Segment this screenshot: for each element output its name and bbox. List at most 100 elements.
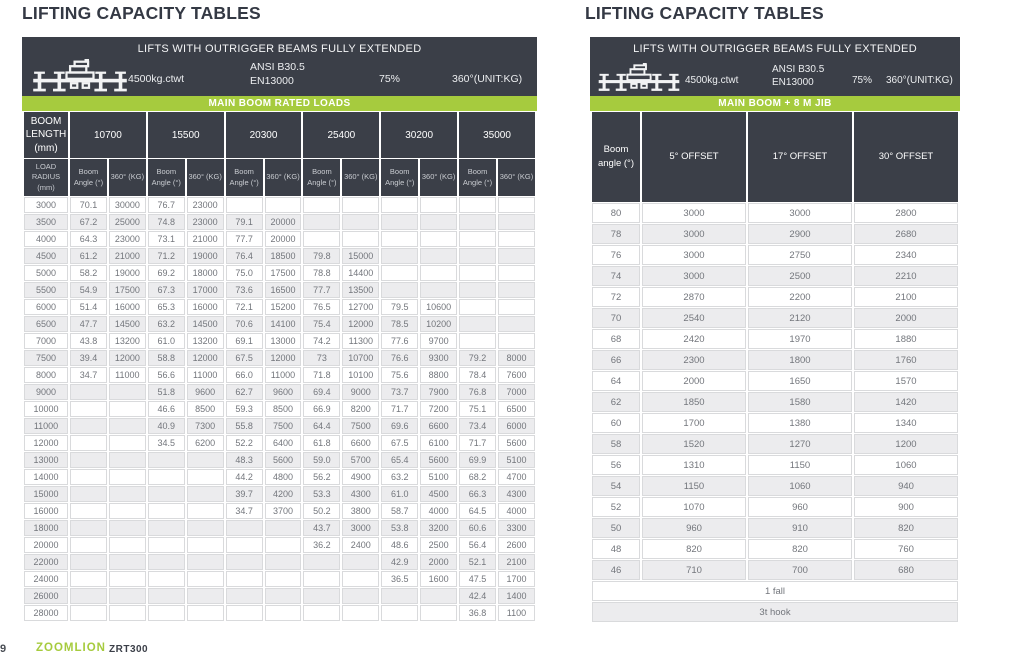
capacity-cell [225, 588, 263, 604]
capacity-cell: 4900 [342, 469, 380, 485]
capacity-cell [108, 605, 146, 621]
capacity-cell [420, 248, 458, 264]
capacity-cell [147, 452, 185, 468]
capacity-cell: 70.1 [70, 197, 107, 213]
note-row: 1 fall [592, 581, 958, 601]
capacity-cell [303, 197, 341, 213]
capacity-cell: 1850 [642, 392, 746, 412]
table-row: 20000 36.2 2400 48.6 2500 56.4 2600 [24, 537, 535, 553]
load-radius-cell: 26000 [24, 588, 68, 604]
capacity-cell: 78.4 [459, 367, 496, 383]
capacity-cell: 73.7 [381, 384, 419, 400]
capacity-cell [70, 384, 107, 400]
table-row: 26000 42.4 1400 [24, 588, 535, 604]
table-row: 54 1150 1060 940 [592, 476, 958, 496]
capacity-cell: 1150 [748, 455, 852, 475]
capacity-cell: 14500 [186, 316, 224, 332]
capacity-cell: 70.6 [225, 316, 263, 332]
capacity-cell: 25000 [108, 214, 146, 230]
capacity-cell: 2750 [748, 245, 852, 265]
capacity-cell [303, 214, 341, 230]
capacity-cell: 6400 [264, 435, 302, 451]
capacity-cell: 65.3 [147, 299, 185, 315]
capacity-cell: 700 [748, 560, 852, 580]
capacity-cell: 13000 [264, 333, 302, 349]
crane-outriggers-icon [598, 63, 680, 94]
capacity-cell [459, 197, 496, 213]
capacity-cell: 9300 [420, 350, 458, 366]
capacity-cell: 7000 [497, 384, 535, 400]
capacity-cell: 76.8 [459, 384, 496, 400]
capacity-cell: 11000 [264, 367, 302, 383]
standard-en: EN13000 [772, 77, 814, 88]
table-header-banner: LIFTS WITH OUTRIGGER BEAMS FULLY EXTENDE… [22, 37, 537, 96]
capacity-cell: 960 [642, 518, 746, 538]
capacity-cell [420, 214, 458, 230]
boom-angle-cell: 80 [592, 203, 640, 223]
capacity-cell: 710 [642, 560, 746, 580]
capacity-cell: 69.4 [303, 384, 341, 400]
capacity-cell: 16000 [186, 299, 224, 315]
table-row: 80 3000 3000 2800 [592, 203, 958, 223]
capacity-cell [70, 605, 107, 621]
capacity-cell: 1700 [497, 571, 535, 587]
standards-label: ANSI B30.5 EN13000 [250, 61, 305, 88]
capacity-cell: 820 [854, 518, 958, 538]
capacity-cell: 2870 [642, 287, 746, 307]
load-header: 360° (KG) [264, 159, 302, 196]
capacity-cell: 1970 [748, 329, 852, 349]
capacity-cell [108, 452, 146, 468]
capacity-cell: 2000 [854, 308, 958, 328]
table-row: 5000 58.2 19000 69.2 18000 75.0 17500 78.8 14400 [24, 265, 535, 281]
capacity-cell [497, 282, 535, 298]
capacity-cell: 2120 [748, 308, 852, 328]
capacity-cell [497, 265, 535, 281]
capacity-cell: 1760 [854, 350, 958, 370]
capacity-cell: 23000 [186, 214, 224, 230]
capacity-cell: 67.5 [381, 435, 419, 451]
slew-unit-label: 360°(UNIT:KG) [886, 75, 953, 86]
load-radius-cell: 14000 [24, 469, 68, 485]
capacity-cell: 76.5 [303, 299, 341, 315]
capacity-cell: 63.2 [381, 469, 419, 485]
capacity-cell [342, 197, 380, 213]
capacity-cell: 2340 [854, 245, 958, 265]
load-radius-cell: 10000 [24, 401, 68, 417]
capacity-cell: 2420 [642, 329, 746, 349]
boom-length-value: 25400 [303, 112, 380, 158]
capacity-cell: 72.1 [225, 299, 263, 315]
main-boom-table-body: 3000 70.1 30000 76.7 23000 3500 67.2 25000 74.8 2… [24, 197, 535, 621]
capacity-cell: 76.7 [147, 197, 185, 213]
capacity-cell: 63.2 [147, 316, 185, 332]
capacity-cell: 2680 [854, 224, 958, 244]
capacity-cell [225, 197, 263, 213]
capacity-cell: 64.3 [70, 231, 107, 247]
capacity-cell: 3800 [342, 503, 380, 519]
capacity-cell: 14500 [108, 316, 146, 332]
capacity-cell: 8000 [497, 350, 535, 366]
sub-header-row: LOAD RADIUS (mm) Boom Angle (°) 360° (KG… [24, 159, 535, 196]
capacity-cell: 6100 [420, 435, 458, 451]
capacity-cell: 1570 [854, 371, 958, 391]
capacity-cell: 75.4 [303, 316, 341, 332]
capacity-cell [108, 469, 146, 485]
load-header: 360° (KG) [420, 159, 458, 196]
table-row: 3500 67.2 25000 74.8 23000 79.1 20000 [24, 214, 535, 230]
capacity-cell: 73.4 [459, 418, 496, 434]
capacity-cell: 56.6 [147, 367, 185, 383]
capacity-cell: 68.2 [459, 469, 496, 485]
capacity-cell [70, 452, 107, 468]
capacity-cell [147, 486, 185, 502]
table-row: 8000 34.7 11000 56.6 11000 66.0 11000 71.8 10100… [24, 367, 535, 383]
capacity-cell: 65.4 [381, 452, 419, 468]
capacity-cell: 36.8 [459, 605, 496, 621]
capacity-cell [381, 265, 419, 281]
capacity-cell: 79.2 [459, 350, 496, 366]
load-radius-cell: 22000 [24, 554, 68, 570]
table-row: 24000 36.5 1600 47.5 1700 [24, 571, 535, 587]
load-radius-cell: 7000 [24, 333, 68, 349]
banner-text: LIFTS WITH OUTRIGGER BEAMS FULLY EXTENDE… [633, 43, 917, 55]
capacity-cell: 900 [854, 497, 958, 517]
capacity-cell: 8500 [186, 401, 224, 417]
boom-angle-cell: 76 [592, 245, 640, 265]
